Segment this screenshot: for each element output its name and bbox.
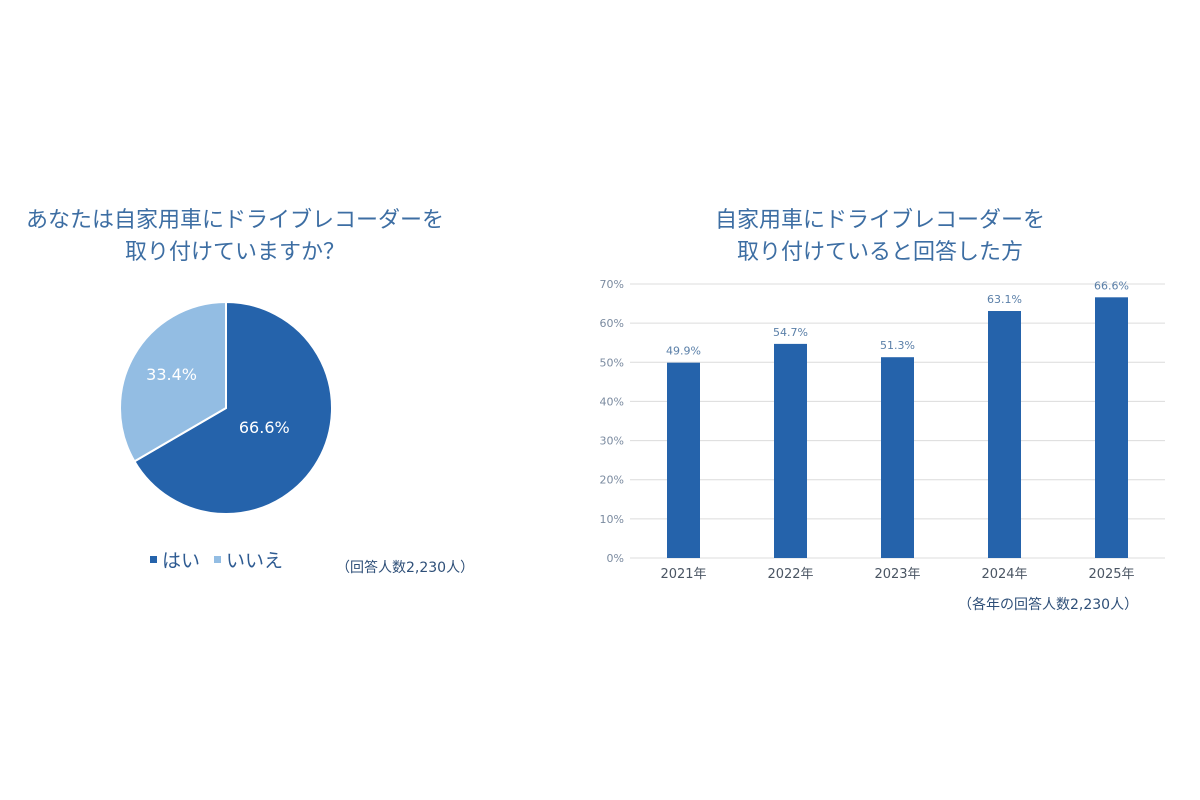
bar-value-label: 51.3% <box>880 339 915 352</box>
y-tick-label: 40% <box>600 395 624 408</box>
pie-slice-yes <box>133 300 333 515</box>
legend-label-yes: はい <box>162 550 201 572</box>
x-tick-label: 2023年 <box>874 567 920 582</box>
bar-value-label: 63.1% <box>987 293 1022 306</box>
legend-item-yes: はい <box>150 546 200 573</box>
bar-title-line1: 自家用車にドライブレコーダーを <box>714 208 1045 233</box>
legend-swatch-yes <box>150 556 157 563</box>
y-tick-label: 30% <box>600 435 624 448</box>
pie-chart-title: あなたは自家用車にドライブレコーダーを 取り付けていますか？ <box>0 205 470 269</box>
bar-2022年 <box>774 343 807 558</box>
pie-label-yes: 66.6% <box>239 418 290 437</box>
x-tick-label: 2022年 <box>767 567 813 582</box>
bar-2021年 <box>667 362 700 558</box>
x-tick-label: 2025年 <box>1088 567 1134 582</box>
pie-label-no: 33.4% <box>146 365 197 384</box>
bar-title-line2: 取り付けていると回答した方 <box>736 240 1023 265</box>
x-tick-label: 2024年 <box>981 567 1027 582</box>
bar-2024年 <box>988 311 1021 558</box>
pie-title-line2: 取り付けていますか？ <box>124 240 345 265</box>
bar-chart: 0% 10% 20% 30% 40% 50% 60% 70% 49.9% 2021年 54.7% 20… <box>600 278 1165 582</box>
legend-swatch-no <box>214 556 222 563</box>
bar-respondents-note: （各年の回答人数2,230人） <box>958 597 1139 613</box>
bar-chart-title: 自家用車にドライブレコーダーを 取り付けていると回答した方 <box>640 205 1120 269</box>
pie-slice-no <box>119 300 227 463</box>
pie-respondents-note: （回答人数2,230人） <box>336 560 475 576</box>
pie-title-line1: あなたは自家用車にドライブレコーダーを <box>25 208 444 233</box>
bar-value-label: 54.7% <box>773 326 808 339</box>
pie-legend: はい いいえ <box>150 546 283 573</box>
legend-item-no: いいえ <box>214 546 283 573</box>
y-tick-label: 10% <box>600 513 624 526</box>
legend-label-no: いいえ <box>226 550 284 572</box>
bar-value-label: 66.6% <box>1094 279 1129 292</box>
bar-2023年 <box>881 357 914 558</box>
bar-value-label: 49.9% <box>666 345 701 358</box>
y-tick-label: 70% <box>600 278 624 291</box>
y-tick-label: 60% <box>600 317 624 330</box>
pie-chart: 66.6% 33.4% <box>119 300 333 515</box>
x-tick-label: 2021年 <box>660 567 706 582</box>
y-tick-label: 20% <box>600 474 624 487</box>
bar-2025年 <box>1095 297 1128 558</box>
y-tick-label: 0% <box>607 552 624 565</box>
y-tick-label: 50% <box>600 356 624 369</box>
